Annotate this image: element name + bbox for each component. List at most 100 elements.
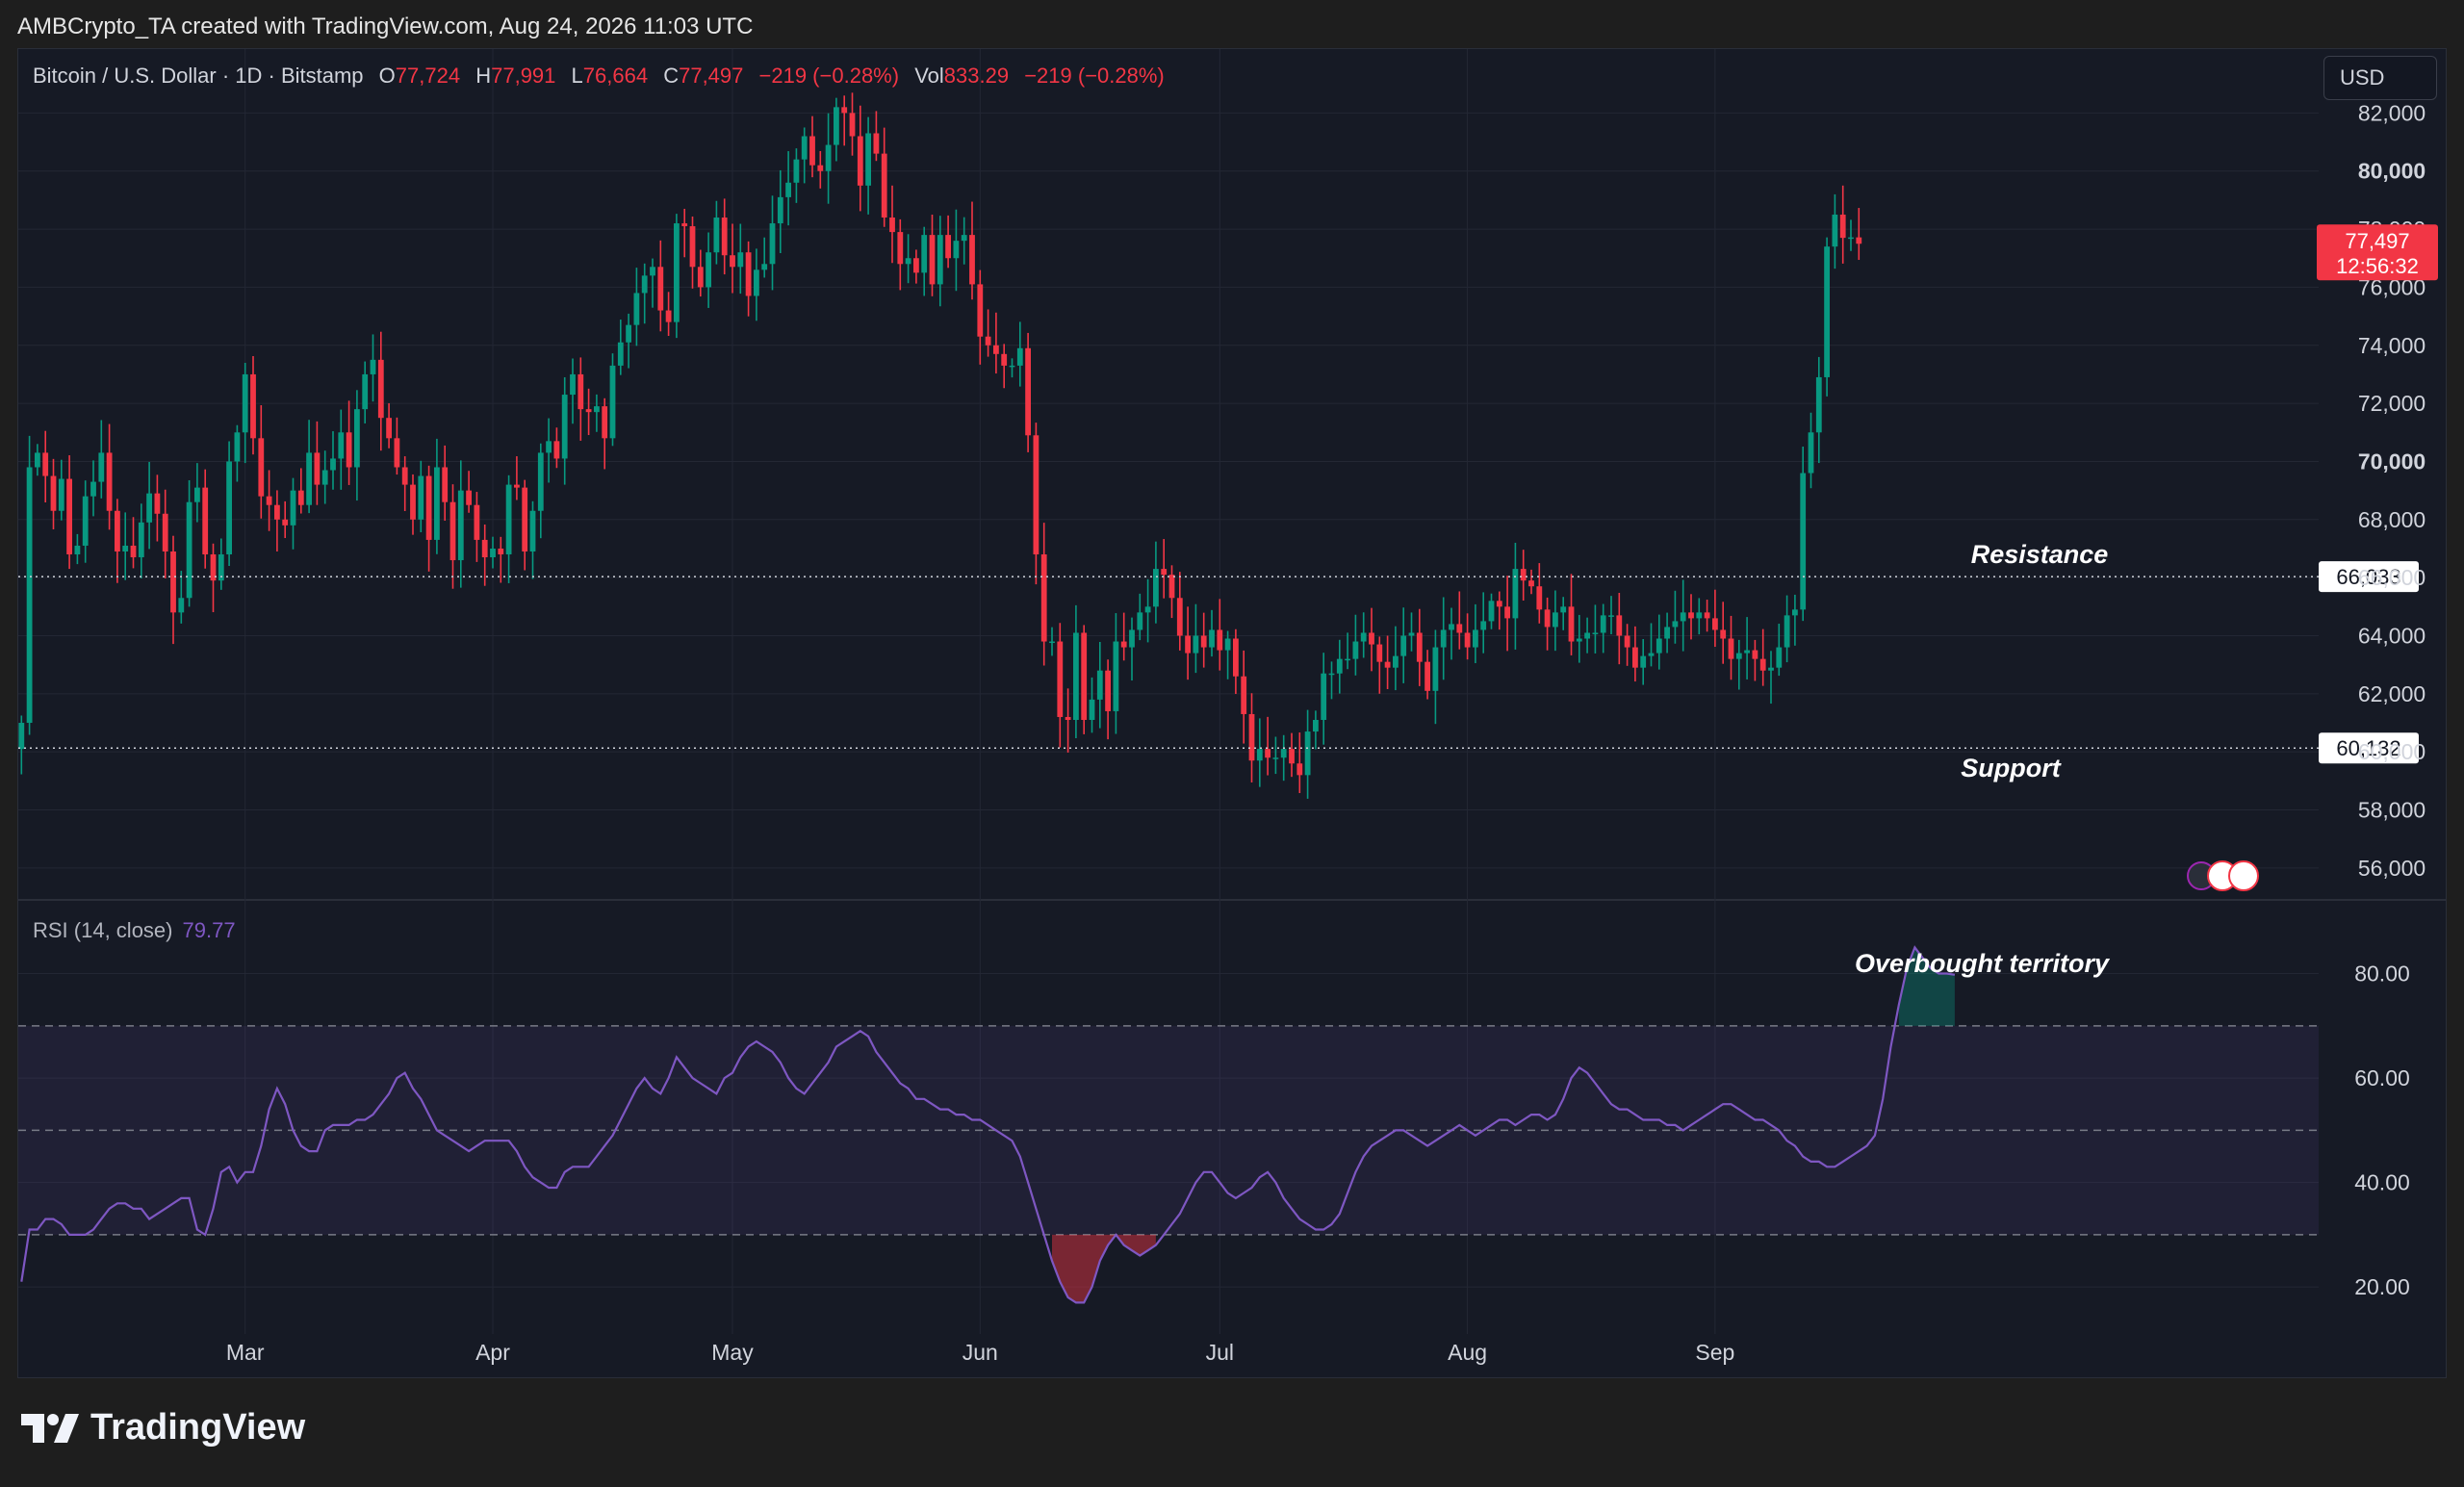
chart-panel[interactable]: 66,033 Resistance 60,132 Support 82,000 80,00… (17, 48, 2447, 1378)
candle-body (1640, 655, 1647, 668)
candle-body (1512, 569, 1519, 619)
candle-body (377, 359, 384, 419)
volume-value: 833.29 (943, 64, 1010, 88)
candle-body (82, 496, 89, 546)
candle-body (226, 461, 232, 555)
candle-body (481, 539, 488, 558)
candle-body (1369, 632, 1374, 645)
symbol-title[interactable]: Bitcoin / U.S. Dollar · 1D · Bitstamp (33, 64, 364, 88)
level-price-label: 66,033 (2336, 565, 2400, 589)
candle-body (26, 467, 33, 724)
candle-body (689, 226, 696, 268)
candle-body (1680, 612, 1686, 622)
candle-body (186, 501, 192, 599)
candle-body (1009, 365, 1015, 368)
candle-body (1129, 629, 1135, 648)
candle-body (1576, 638, 1582, 642)
candle-body (809, 136, 815, 166)
candle-body (1544, 609, 1551, 628)
candle-body (1800, 473, 1807, 610)
candle-body (1664, 627, 1670, 639)
rsi-line (20, 945, 1956, 1304)
candle-body (1832, 214, 1838, 247)
high-value: 77,991 (491, 64, 556, 88)
candle-body (1328, 673, 1335, 676)
tradingview-brand: TradingView (90, 1407, 306, 1448)
candle-body (1808, 432, 1814, 474)
candle-body (1560, 606, 1567, 613)
candle-body (1265, 749, 1270, 758)
chart-canvas[interactable]: 66,033 Resistance 60,132 Support 82,000 80,00… (18, 49, 2446, 1377)
candle-body (881, 153, 887, 218)
candle-body (1113, 641, 1119, 711)
month-label: Apr (475, 1340, 510, 1365)
month-label: Aug (1448, 1340, 1487, 1365)
candle-body (633, 293, 640, 325)
candle-body (314, 452, 321, 485)
candle-body (425, 475, 432, 540)
candle-body (1728, 638, 1734, 659)
candle-body (537, 452, 544, 511)
candle-body (697, 267, 704, 288)
candle-body (98, 452, 105, 482)
candle-body (106, 452, 113, 511)
candle-body (162, 513, 168, 551)
level-tag (2319, 732, 2419, 764)
candle-body (1473, 629, 1478, 648)
candle-body (290, 490, 296, 526)
candle-body (1408, 632, 1415, 636)
candle-body (1280, 749, 1287, 758)
candle-body (1672, 621, 1679, 628)
candle-body (74, 545, 81, 555)
candle-body (498, 548, 504, 555)
candle-body (585, 409, 592, 413)
rsi-value: 79.77 (182, 918, 236, 942)
rsi-overbought-fill (1898, 947, 1955, 1026)
candle-body (889, 218, 895, 233)
candle-body (1720, 629, 1727, 639)
current-price-tag (2317, 224, 2438, 281)
price-tick-label: 62,000 (2358, 681, 2426, 706)
candle-body (865, 133, 871, 186)
candle-body (1696, 612, 1703, 619)
candle-body (1432, 647, 1439, 691)
candle-body (937, 235, 943, 285)
candle-body (418, 475, 424, 520)
candle-body (785, 182, 791, 197)
currency-button[interactable]: USD (2323, 56, 2437, 100)
candle-body (834, 107, 839, 145)
candle-body (529, 510, 536, 551)
candle-body (1233, 638, 1239, 677)
tradingview-logo-icon (21, 1413, 79, 1443)
candle-body (442, 467, 449, 502)
candle-body (1241, 676, 1247, 714)
candle-body (721, 218, 728, 256)
candle-body (202, 487, 209, 555)
candle-body (777, 196, 783, 224)
candle-body (1289, 749, 1295, 764)
candle-body (985, 336, 991, 346)
level-price-label: 60,132 (2336, 736, 2400, 760)
rsi-title[interactable]: RSI (14, close) (33, 918, 173, 942)
candle-body (401, 467, 408, 485)
candle-body (1504, 606, 1510, 619)
candle-body (394, 438, 400, 468)
candle-body (841, 107, 848, 114)
price-tick-label: 66,000 (2358, 565, 2426, 590)
candle-body (1137, 612, 1143, 630)
month-label: Jun (962, 1340, 998, 1365)
candle-body (1416, 632, 1423, 662)
candle-body (218, 554, 224, 581)
current-price-label: 77,497 (2345, 229, 2409, 253)
candle-body (1759, 658, 1766, 671)
candle-body (961, 235, 967, 242)
candle-body (553, 441, 560, 459)
candle-body (969, 235, 975, 285)
candle-body (1824, 246, 1830, 377)
open-label: O (378, 64, 396, 88)
candle-body (1200, 635, 1207, 648)
candle-body (1120, 641, 1127, 648)
candle-body (730, 255, 735, 268)
tradingview-logo[interactable]: TradingView (21, 1407, 305, 1449)
candle-body (737, 252, 744, 268)
